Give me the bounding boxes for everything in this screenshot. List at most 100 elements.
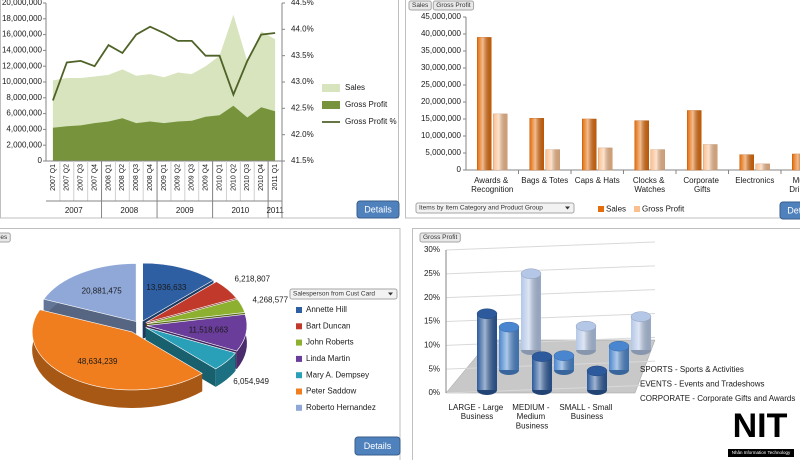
bar-shine [687, 110, 702, 170]
y2-tick-label: 44.5% [291, 0, 314, 7]
legend-swatch [634, 206, 641, 212]
cylinder [476, 308, 498, 395]
legend-swatch [296, 307, 302, 313]
dropdown-box [289, 288, 398, 300]
x-group-label: 2009 [176, 206, 194, 215]
y-tick-label: 5% [428, 364, 440, 373]
dropdown[interactable]: Salesperson from Cust Card [289, 288, 398, 300]
button-label: Details [364, 204, 392, 214]
legend-swatch [296, 355, 302, 362]
grid-line [445, 289, 656, 299]
series-label: CORPORATE - Corporate Gifts and Awards [640, 394, 795, 403]
y-tick-label: 4,000,000 [6, 125, 42, 134]
y2-tick-label: 42.5% [291, 103, 314, 112]
x-tick-label: 2010 Q2 [230, 164, 237, 191]
legend-label: John Roberts [306, 338, 354, 347]
filter-tag [419, 232, 461, 243]
text-line: Bags & Totes [521, 176, 568, 185]
cylinder [630, 311, 652, 355]
logo-tagline: Nhân Information Technology [732, 450, 791, 455]
bar-shine [545, 149, 560, 170]
x-tick-label: Mugs & Drinkware [789, 176, 800, 194]
cylinder-top [553, 350, 575, 361]
text-line: MEDIUM - [512, 403, 552, 412]
y-tick-label: 6,000,000 [6, 109, 42, 118]
x-tick-label: Bags & Totes [521, 176, 568, 185]
text-line: Awards & [474, 176, 510, 185]
details-button[interactable]: Details [779, 201, 800, 220]
text-line: LARGE - Large [449, 403, 506, 412]
bar-shine [650, 149, 665, 170]
cylinder [531, 351, 553, 395]
button-label: Details [787, 205, 800, 215]
cylinder [498, 321, 520, 375]
data-label: 6,054,949 [233, 377, 269, 386]
cylinder [586, 365, 608, 395]
cylinder-shine [521, 273, 541, 350]
x-tick-label: Clocks & Watches [633, 176, 667, 194]
bar-shine [755, 163, 770, 170]
text-line: Watches [634, 185, 665, 194]
y-tick-label: 25,000,000 [421, 80, 462, 89]
y-tick-label: 0 [38, 156, 43, 165]
logo-text: NIT [733, 407, 788, 445]
y-tick-label: 15% [424, 317, 440, 326]
slice [31, 309, 203, 391]
filter-tag-label: Sales [412, 2, 429, 9]
legend-swatch [296, 372, 302, 379]
bar-shine [582, 119, 597, 170]
bar-shine [634, 120, 649, 170]
legend-label: Gross Profit [345, 100, 388, 109]
x-tick-label: SMALL - Small Business [559, 403, 614, 421]
y-tick-label: 0 [457, 165, 462, 174]
y-tick-label: 30% [424, 245, 440, 254]
legend-label: Sales [345, 83, 365, 92]
grid-line [445, 265, 656, 275]
cylinder-shine [499, 327, 519, 370]
slice [146, 314, 248, 352]
line [52, 25, 276, 101]
legend-swatch [296, 323, 302, 330]
bar-shine [703, 144, 718, 170]
x-tick-label: 2009 Q2 [175, 164, 182, 191]
cylinder-shine [587, 370, 607, 390]
y2-tick-label: 43.0% [291, 77, 314, 86]
y-tick-label: 2,000,000 [6, 140, 42, 149]
cylinder-top [575, 320, 597, 332]
legend-label: Sales [606, 205, 626, 214]
x-tick-label: 2007 Q3 [78, 164, 85, 191]
x-group-label: 2010 [231, 206, 249, 215]
y-tick-label: 45,000,000 [421, 12, 462, 21]
x-group-label: 2007 [65, 206, 83, 215]
cylinder [553, 350, 575, 375]
cylinder-shine [576, 326, 596, 350]
slice-side [215, 352, 236, 387]
bar-shine [493, 113, 508, 170]
y-tick-label: 20% [424, 293, 440, 302]
dropdown[interactable]: Items by Item Category and Product Group [415, 202, 575, 214]
y-tick-label: 16,000,000 [2, 30, 43, 39]
y-tick-label: 0% [428, 388, 440, 397]
text-line: Caps & Hats [575, 176, 620, 185]
details-button[interactable]: Details [356, 200, 400, 219]
details-button[interactable]: Details [354, 436, 401, 456]
legend-swatch [598, 206, 604, 212]
legend-label: Gross Profit [642, 205, 685, 214]
cylinder-shine [609, 346, 629, 370]
x-tick-label: MEDIUM - Medium Business [512, 403, 552, 430]
button-label: Details [364, 441, 392, 451]
bar-shine [739, 154, 754, 170]
grid-line [445, 241, 656, 251]
x-tick-label: 2009 Q3 [189, 164, 196, 191]
legend-label: Mary A. Dempsey [306, 370, 369, 379]
x-tick-label: 2009 Q1 [161, 164, 168, 191]
x-tick-label: 2010 Q4 [258, 164, 265, 191]
text-line: Recognition [471, 185, 513, 194]
y2-tick-label: 41.5% [291, 156, 314, 165]
cylinder-top [498, 321, 520, 333]
y-tick-label: 20,000,000 [2, 0, 43, 7]
cylinder-top [476, 308, 498, 319]
slice-side [32, 309, 203, 408]
bar-shine [792, 154, 800, 170]
cylinder-top [630, 311, 652, 322]
